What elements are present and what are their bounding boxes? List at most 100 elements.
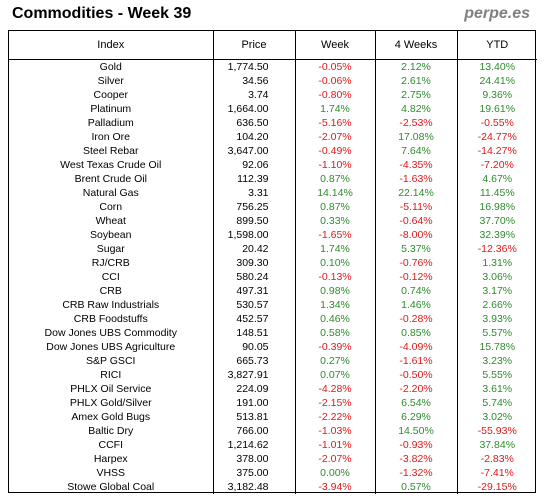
table-row: CCI 580.24 -0.13% -0.12% 3.06%	[9, 270, 537, 284]
ytd-change-cell: 9.36%	[456, 88, 537, 102]
index-cell: Harpex	[93, 453, 128, 465]
four-week-change-cell: -0.64%	[374, 214, 457, 228]
four-week-change-cell: -2.53%	[374, 116, 457, 130]
table-row: RJ/CRB 309.30 0.10% -0.76% 1.31%	[9, 256, 537, 270]
table-row: Gold 1,774.50 -0.05% 2.12% 13.40%	[9, 59, 537, 74]
four-week-change-cell: 7.64%	[374, 144, 457, 158]
ytd-change-cell: -7.20%	[456, 158, 537, 172]
index-cell: CCFI	[98, 439, 124, 451]
column-header-4weeks[interactable]: 4 Weeks	[374, 31, 457, 60]
ytd-change-cell: 3.17%	[456, 284, 537, 298]
four-week-change-cell: 2.75%	[374, 88, 457, 102]
table-row: VHSS 375.00 0.00% -1.32% -7.41%	[9, 466, 537, 480]
price-cell: 20.42	[212, 242, 295, 256]
price-cell: 375.00	[212, 466, 295, 480]
ytd-change-cell: 4.67%	[456, 172, 537, 186]
table-row: Platinum 1,664.00 1.74% 4.82% 19.61%	[9, 102, 537, 116]
four-week-change-cell: 5.37%	[374, 242, 457, 256]
ytd-change-cell: 37.70%	[456, 214, 537, 228]
ytd-change-cell: 2.66%	[456, 298, 537, 312]
index-cell: Natural Gas	[82, 187, 139, 199]
index-cell: Platinum	[90, 103, 132, 115]
column-header-ytd[interactable]: YTD	[456, 31, 537, 60]
four-week-change-cell: -4.09%	[374, 340, 457, 354]
table-row: West Texas Crude Oil 92.06 -1.10% -4.35% -7.…	[9, 158, 537, 172]
week-change-cell: 0.98%	[294, 284, 375, 298]
price-cell: 3,827.91	[212, 368, 295, 382]
price-cell: 104.20	[212, 130, 295, 144]
table-row: Sugar 20.42 1.74% 5.37% -12.36%	[9, 242, 537, 256]
four-week-change-cell: -8.00%	[374, 228, 457, 242]
ytd-change-cell: 5.55%	[456, 368, 537, 382]
index-cell: Amex Gold Bugs	[71, 411, 151, 423]
four-week-change-cell: 0.74%	[374, 284, 457, 298]
commodities-table-container: Index Price Week 4 Weeks YTD Gold 1,774.5…	[8, 30, 537, 494]
price-cell: 90.05	[212, 340, 295, 354]
index-cell: PHLX Oil Service	[70, 383, 152, 395]
price-cell: 899.50	[212, 214, 295, 228]
table-row: Cooper 3.74 -0.80% 2.75% 9.36%	[9, 88, 537, 102]
four-week-change-cell: 22.14%	[374, 186, 457, 200]
week-change-cell: 0.58%	[294, 326, 375, 340]
four-week-change-cell: -3.82%	[374, 452, 457, 466]
four-week-change-cell: 2.12%	[374, 59, 457, 74]
table-row: Amex Gold Bugs 513.81 -2.22% 6.29% 3.02%	[9, 410, 537, 424]
four-week-change-cell: -2.20%	[374, 382, 457, 396]
four-week-change-cell: -1.32%	[374, 466, 457, 480]
index-cell: S&P GSCI	[86, 355, 136, 367]
table-row: Harpex 378.00 -2.07% -3.82% -2.83%	[9, 452, 537, 466]
week-change-cell: -0.13%	[294, 270, 375, 284]
price-cell: 636.50	[212, 116, 295, 130]
four-week-change-cell: -0.76%	[374, 256, 457, 270]
week-change-cell: -4.28%	[294, 382, 375, 396]
table-row: Natural Gas 3.31 14.14% 22.14% 11.45%	[9, 186, 537, 200]
index-cell: VHSS	[96, 467, 126, 479]
price-cell: 497.31	[212, 284, 295, 298]
ytd-change-cell: 3.93%	[456, 312, 537, 326]
index-cell: Dow Jones UBS Agriculture	[46, 341, 176, 353]
ytd-change-cell: -29.15%	[456, 480, 537, 494]
week-change-cell: 0.07%	[294, 368, 375, 382]
ytd-change-cell: -14.27%	[456, 144, 537, 158]
four-week-change-cell: -0.93%	[374, 438, 457, 452]
ytd-change-cell: -0.55%	[456, 116, 537, 130]
four-week-change-cell: 2.61%	[374, 74, 457, 88]
price-cell: 1,664.00	[212, 102, 295, 116]
week-change-cell: -2.07%	[294, 452, 375, 466]
four-week-change-cell: -1.61%	[374, 354, 457, 368]
column-header-week[interactable]: Week	[294, 31, 375, 60]
four-week-change-cell: -0.12%	[374, 270, 457, 284]
week-change-cell: 0.87%	[294, 200, 375, 214]
price-cell: 3,182.48	[212, 480, 295, 494]
four-week-change-cell: 0.57%	[374, 480, 457, 494]
price-cell: 3.74	[212, 88, 295, 102]
ytd-change-cell: 3.23%	[456, 354, 537, 368]
table-body: Gold 1,774.50 -0.05% 2.12% 13.40% Silver 34.56…	[9, 59, 537, 494]
four-week-change-cell: 1.46%	[374, 298, 457, 312]
table-header-row: Index Price Week 4 Weeks YTD	[9, 31, 537, 60]
week-change-cell: -0.80%	[294, 88, 375, 102]
index-cell: CCI	[101, 271, 120, 283]
ytd-change-cell: 1.31%	[456, 256, 537, 270]
index-cell: Gold	[99, 61, 122, 73]
week-change-cell: 0.00%	[294, 466, 375, 480]
table-row: S&P GSCI 665.73 0.27% -1.61% 3.23%	[9, 354, 537, 368]
index-cell: Dow Jones UBS Commodity	[44, 327, 177, 339]
week-change-cell: -0.49%	[294, 144, 375, 158]
table-row: CRB 497.31 0.98% 0.74% 3.17%	[9, 284, 537, 298]
ytd-change-cell: 32.39%	[456, 228, 537, 242]
ytd-change-cell: 24.41%	[456, 74, 537, 88]
week-change-cell: -5.16%	[294, 116, 375, 130]
column-header-index[interactable]: Index	[9, 31, 213, 60]
price-cell: 513.81	[212, 410, 295, 424]
ytd-change-cell: -7.41%	[456, 466, 537, 480]
column-header-price[interactable]: Price	[212, 31, 295, 60]
index-cell: Silver	[97, 75, 124, 87]
week-change-cell: 0.87%	[294, 172, 375, 186]
week-change-cell: 1.34%	[294, 298, 375, 312]
ytd-change-cell: 13.40%	[456, 59, 537, 74]
ytd-change-cell: 5.57%	[456, 326, 537, 340]
price-cell: 1,598.00	[212, 228, 295, 242]
commodities-table: Index Price Week 4 Weeks YTD Gold 1,774.5…	[9, 31, 537, 494]
price-cell: 665.73	[212, 354, 295, 368]
